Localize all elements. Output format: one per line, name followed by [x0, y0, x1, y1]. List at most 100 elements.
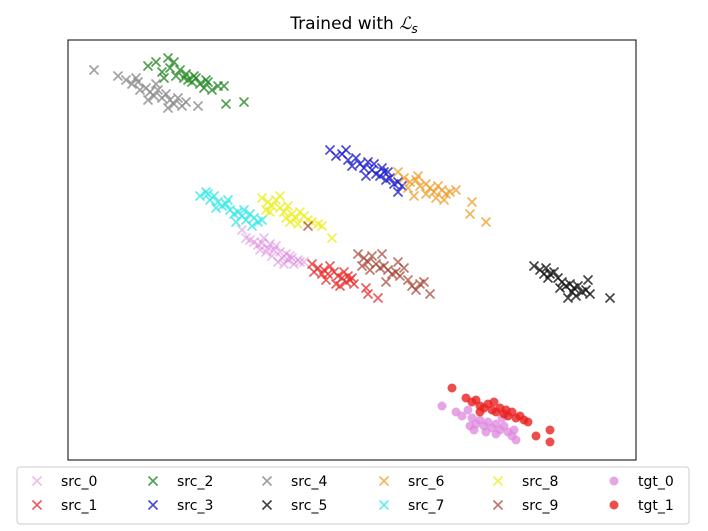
legend-marker-src_8 — [492, 475, 504, 487]
chart-title-math: ℒ — [399, 14, 412, 34]
series-src_0 — [236, 224, 310, 270]
point-src_4 — [126, 78, 138, 90]
point-src_6 — [398, 172, 410, 184]
legend-entry-src_1: src_1 — [31, 498, 97, 514]
legend-entry-src_7: src_7 — [378, 498, 444, 514]
point-src_1 — [362, 288, 374, 300]
legend-label-src_4: src_4 — [291, 474, 327, 490]
point-src_3 — [360, 170, 372, 182]
point-src_5 — [584, 288, 596, 300]
point-src_9 — [364, 264, 376, 276]
point-src_0 — [270, 240, 282, 252]
legend-label-src_5: src_5 — [291, 498, 327, 514]
chart-title: Trained with ℒs — [289, 14, 417, 36]
point-src_6 — [444, 186, 456, 198]
point-tgt_0 — [463, 405, 473, 415]
point-src_7 — [256, 214, 268, 226]
legend: src_0 src_1 src_2 src_3 src_4 src_5 src_6 src_7… — [16, 466, 690, 525]
point-src_1 — [306, 258, 318, 270]
point-src_6 — [464, 208, 476, 220]
point-tgt_1 — [447, 383, 457, 393]
point-tgt_0 — [481, 427, 491, 437]
legend-label-src_6: src_6 — [408, 474, 444, 490]
legend-entry-src_0: src_0 — [31, 474, 97, 490]
point-src_1 — [348, 278, 360, 290]
point-src_0 — [244, 234, 256, 246]
point-src_6 — [450, 184, 462, 196]
point-tgt_0 — [465, 421, 475, 431]
point-src_0 — [276, 252, 288, 264]
point-src_3 — [362, 156, 374, 168]
point-src_1 — [324, 260, 336, 272]
point-tgt_1 — [475, 407, 485, 417]
point-src_3 — [330, 150, 342, 162]
point-src_9 — [376, 248, 388, 260]
point-src_4 — [112, 70, 124, 82]
point-src_7 — [246, 220, 258, 232]
point-src_3 — [396, 180, 408, 192]
legend-label-tgt_0: tgt_0 — [638, 474, 674, 490]
point-src_6 — [428, 186, 440, 198]
point-src_9 — [362, 256, 374, 268]
point-src_9 — [356, 260, 368, 272]
point-tgt_1 — [545, 437, 555, 447]
point-src_2 — [206, 84, 218, 96]
point-src_6 — [404, 176, 416, 188]
point-src_7 — [230, 216, 242, 228]
point-src_8 — [282, 200, 294, 212]
point-tgt_1 — [545, 425, 555, 435]
point-src_0 — [236, 224, 248, 236]
series-src_7 — [194, 186, 268, 232]
point-src_2 — [156, 66, 168, 78]
legend-marker-src_7 — [378, 499, 390, 511]
point-src_4 — [148, 90, 160, 102]
legend-entry-tgt_1: tgt_1 — [609, 498, 674, 514]
series-src_3 — [324, 144, 408, 198]
point-src_5 — [528, 260, 540, 272]
legend-marker-src_9 — [492, 499, 504, 511]
point-src_9 — [352, 248, 364, 260]
point-src_0 — [298, 256, 310, 268]
point-src_4 — [130, 72, 142, 84]
point-src_6 — [402, 182, 414, 194]
legend-entry-src_9: src_9 — [492, 498, 558, 514]
series-src_6 — [392, 166, 492, 228]
point-src_4 — [168, 98, 180, 110]
point-src_2 — [200, 74, 212, 86]
point-src_2 — [180, 68, 192, 80]
point-src_7 — [194, 190, 206, 202]
legend-label-src_2: src_2 — [177, 474, 213, 490]
point-tgt_1 — [531, 431, 541, 441]
point-tgt_1 — [489, 397, 499, 407]
point-src_4 — [152, 84, 164, 96]
point-src_2 — [158, 72, 170, 84]
point-src_3 — [342, 154, 354, 166]
legend-label-src_7: src_7 — [408, 498, 444, 514]
point-src_6 — [430, 192, 442, 204]
point-src_3 — [368, 158, 380, 170]
legend-entry-src_5: src_5 — [261, 498, 327, 514]
point-tgt_1 — [501, 405, 511, 415]
point-src_9 — [418, 276, 430, 288]
legend-marker-src_5 — [261, 499, 273, 511]
point-src_9 — [394, 270, 406, 282]
point-src_9 — [380, 276, 392, 288]
series-src_1 — [306, 258, 384, 304]
point-src_4 — [142, 94, 154, 106]
point-src_5 — [562, 292, 574, 304]
legend-marker-src_1 — [31, 499, 43, 511]
legend-label-src_9: src_9 — [522, 498, 558, 514]
point-src_1 — [372, 292, 384, 304]
point-src_4 — [160, 88, 172, 100]
point-src_7 — [202, 188, 214, 200]
point-src_2 — [150, 56, 162, 68]
point-src_3 — [376, 162, 388, 174]
point-src_9 — [424, 288, 436, 300]
point-src_7 — [208, 190, 220, 202]
point-src_4 — [180, 96, 192, 108]
point-src_5 — [538, 268, 550, 280]
legend-label-src_1: src_1 — [61, 498, 97, 514]
series-src_5 — [528, 260, 616, 304]
legend-entry-tgt_0: tgt_0 — [609, 474, 674, 490]
